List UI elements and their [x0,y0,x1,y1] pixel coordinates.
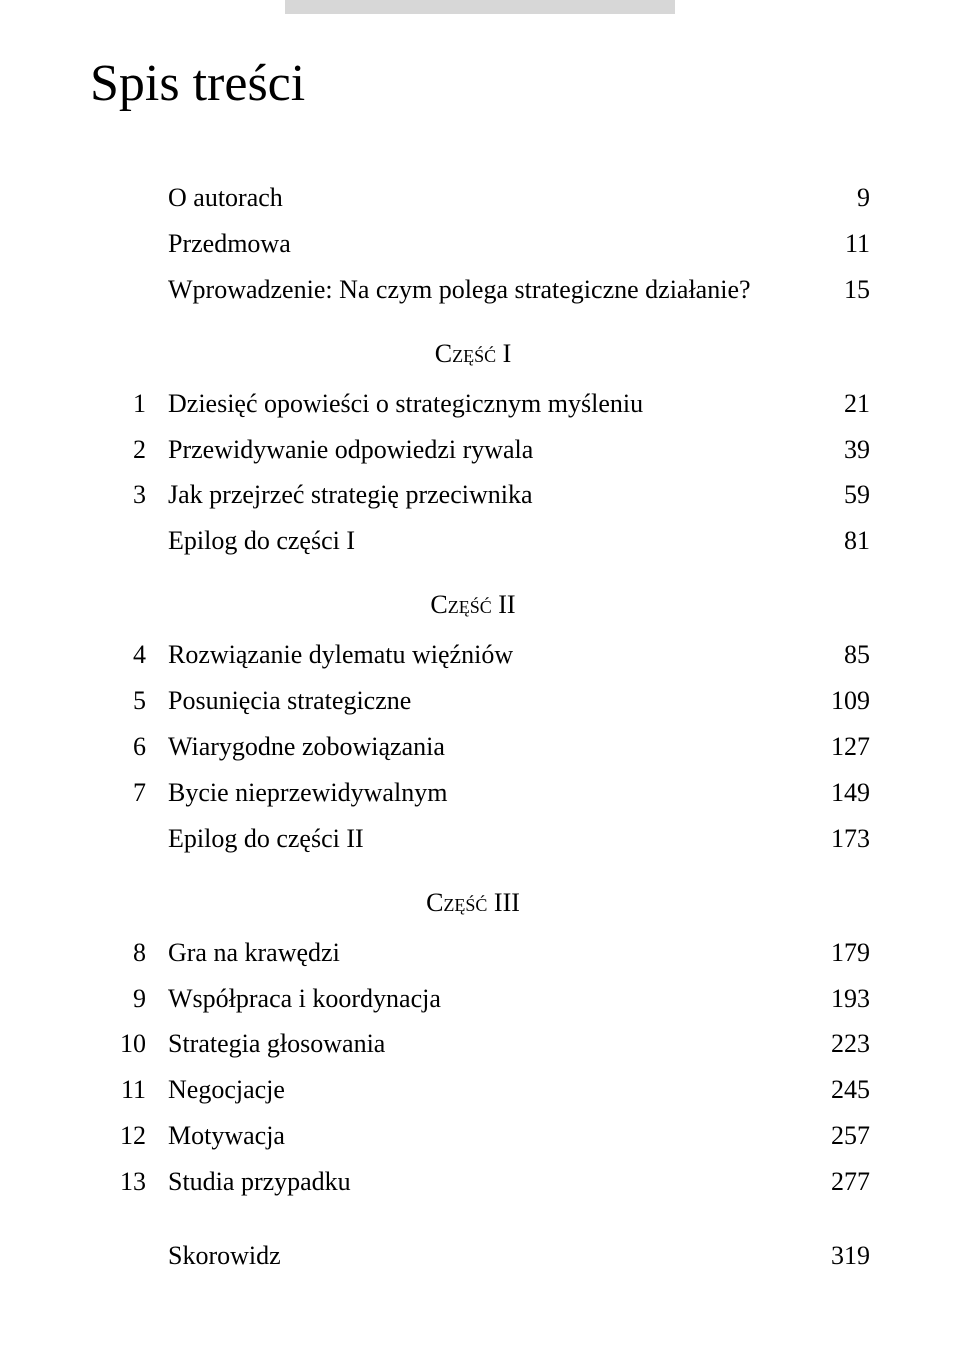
part-heading-row: Część II [90,590,870,620]
entry-label: Epilog do części I [168,526,800,556]
toc-row: 2 Przewidywanie odpowiedzi rywala 39 [90,435,870,465]
entry-label: Posunięcia strategiczne [168,686,800,716]
page-number: 193 [800,984,870,1014]
toc-row: Epilog do części II 173 [90,824,870,854]
toc-row: 10 Strategia głosowania 223 [90,1029,870,1059]
entry-label: Bycie nieprzewidywalnym [168,778,800,808]
chapter-number: 4 [90,640,168,670]
chapter-number: 6 [90,732,168,762]
page-number: 85 [800,640,870,670]
entry-label: Dziesięć opowieści o strategicznym myśle… [168,389,800,419]
toc-row: 5 Posunięcia strategiczne 109 [90,686,870,716]
header-rule [285,0,675,14]
chapter-number: 2 [90,435,168,465]
page-number: 257 [800,1121,870,1151]
entry-label: Motywacja [168,1121,800,1151]
entry-label: Negocjacje [168,1075,800,1105]
chapter-number: 3 [90,480,168,510]
entry-label: Epilog do części II [168,824,800,854]
chapter-number: 7 [90,778,168,808]
entry-label: Gra na krawędzi [168,938,800,968]
page-number: 9 [800,183,870,213]
entry-label: Rozwiązanie dylematu więźniów [168,640,800,670]
part-heading: Część I [146,339,800,369]
toc-row: 11 Negocjacje 245 [90,1075,870,1105]
page-number: 173 [800,824,870,854]
page-number: 223 [800,1029,870,1059]
page-number: 149 [800,778,870,808]
page-number: 11 [800,229,870,259]
page-number: 15 [800,275,870,305]
chapter-number: 5 [90,686,168,716]
chapter-number: 11 [90,1075,168,1105]
entry-label: Wiarygodne zobowiązania [168,732,800,762]
toc-row: Skorowidz 319 [90,1241,870,1271]
toc-row: O autorach 9 [90,183,870,213]
toc-row: 4 Rozwiązanie dylematu więźniów 85 [90,640,870,670]
page-number: 109 [800,686,870,716]
chapter-number: 10 [90,1029,168,1059]
toc-row: 7 Bycie nieprzewidywalnym 149 [90,778,870,808]
chapter-number: 9 [90,984,168,1014]
page-number: 21 [800,389,870,419]
page-number: 319 [800,1241,870,1271]
part-heading-row: Część III [90,888,870,918]
toc-row: 3 Jak przejrzeć strategię przeciwnika 59 [90,480,870,510]
toc-row: Wprowadzenie: Na czym polega strategiczn… [90,275,870,305]
part-heading-row: Część I [90,339,870,369]
page-number: 59 [800,480,870,510]
entry-label: O autorach [168,183,800,213]
page-number: 179 [800,938,870,968]
page-number: 277 [800,1167,870,1197]
entry-label: Skorowidz [168,1241,800,1271]
toc-row: 6 Wiarygodne zobowiązania 127 [90,732,870,762]
toc-row: 9 Współpraca i koordynacja 193 [90,984,870,1014]
entry-label: Współpraca i koordynacja [168,984,800,1014]
page-number: 39 [800,435,870,465]
toc-row: Epilog do części I 81 [90,526,870,556]
toc-row: 12 Motywacja 257 [90,1121,870,1151]
chapter-number: 1 [90,389,168,419]
page-number: 81 [800,526,870,556]
page-number: 245 [800,1075,870,1105]
toc-row: 8 Gra na krawędzi 179 [90,938,870,968]
toc-row: 1 Dziesięć opowieści o strategicznym myś… [90,389,870,419]
entry-label: Przewidywanie odpowiedzi rywala [168,435,800,465]
front-matter: O autorach 9 Przedmowa 11 Wprowadzenie: … [90,183,870,305]
part-heading: Część II [146,590,800,620]
entry-label: Jak przejrzeć strategię przeciwnika [168,480,800,510]
page-number: 127 [800,732,870,762]
page-title: Spis treści [90,54,870,113]
chapter-number: 13 [90,1167,168,1197]
entry-label: Strategia głosowania [168,1029,800,1059]
entry-label: Wprowadzenie: Na czym polega strategiczn… [168,275,800,305]
toc-row: 13 Studia przypadku 277 [90,1167,870,1197]
chapter-number: 12 [90,1121,168,1151]
chapter-number: 8 [90,938,168,968]
part-heading: Część III [146,888,800,918]
entry-label: Studia przypadku [168,1167,800,1197]
toc-row: Przedmowa 11 [90,229,870,259]
entry-label: Przedmowa [168,229,800,259]
